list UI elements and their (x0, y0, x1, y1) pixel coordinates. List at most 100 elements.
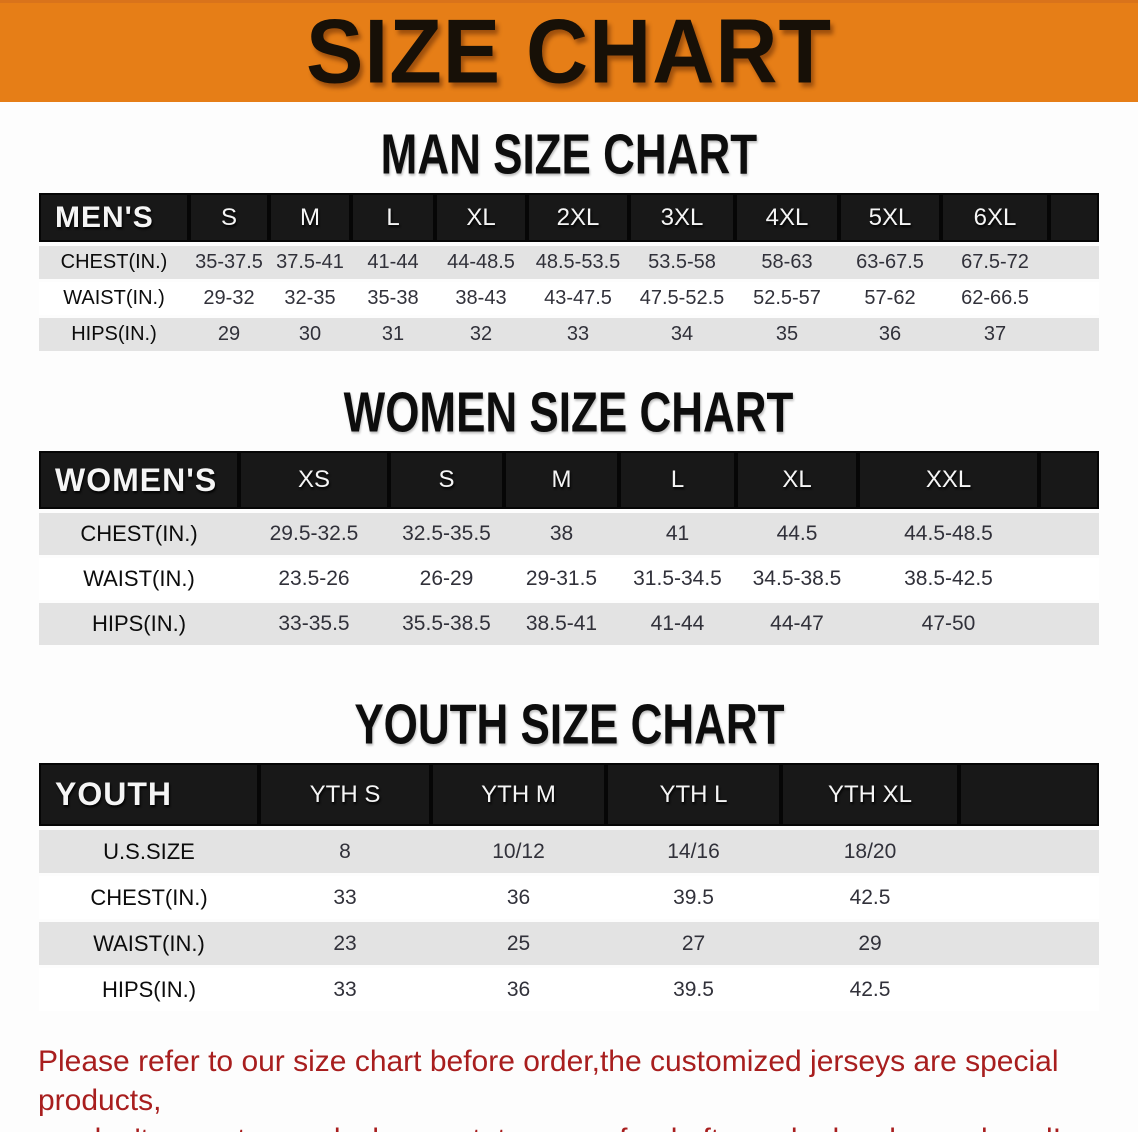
table-cell: 41 (619, 511, 736, 558)
table-cell (1039, 511, 1099, 558)
table-header-row: MEN'S S M L XL 2XL 3XL 4XL 5XL 6XL (39, 193, 1099, 246)
header-cell: 2XL (527, 193, 629, 246)
table-cell: 35-38 (351, 280, 435, 318)
table-cell: 26-29 (389, 556, 504, 603)
table-cell: 44-47 (736, 601, 858, 648)
header-cell: 3XL (629, 193, 735, 246)
table-cell: 48.5-53.5 (527, 244, 629, 282)
table-cell: 44-48.5 (435, 244, 527, 282)
table-cell: 44.5 (736, 511, 858, 558)
table-row: WAIST(IN.) 23 25 27 29 (39, 920, 1099, 968)
table-cell: 41-44 (619, 601, 736, 648)
table-cell: 37 (941, 316, 1049, 354)
header-cell: XL (736, 451, 858, 513)
table-cell: 44.5-48.5 (858, 511, 1039, 558)
size-chart-banner: SIZE CHART (0, 0, 1138, 103)
page-title: SIZE CHART (306, 1, 832, 103)
youth-section-heading: YOUTH SIZE CHART (353, 692, 785, 756)
table-cell: WAIST(IN.) (39, 280, 189, 318)
table-row: WAIST(IN.) 23.5-26 26-29 29-31.5 31.5-34.5 34… (39, 556, 1099, 603)
table-cell: 39.5 (606, 966, 781, 1014)
table-cell: 38 (504, 511, 619, 558)
table-cell: HIPS(IN.) (39, 316, 189, 354)
women-table-header: WOMEN'S XS S M L XL XXL (39, 451, 1099, 513)
men-table-body: CHEST(IN.) 35-37.5 37.5-41 41-44 44-48.5 48.5… (39, 244, 1099, 354)
table-cell: CHEST(IN.) (39, 244, 189, 282)
header-cell: M (504, 451, 619, 513)
table-cell: 31 (351, 316, 435, 354)
table-cell: 58-63 (735, 244, 839, 282)
table-cell: 27 (606, 920, 781, 968)
table-cell: 67.5-72 (941, 244, 1049, 282)
table-cell: 33 (527, 316, 629, 354)
women-table-body: CHEST(IN.) 29.5-32.5 32.5-35.5 38 41 44.5 44.5… (39, 511, 1099, 648)
table-cell: 33 (259, 874, 431, 922)
header-cell: YTH M (431, 763, 606, 830)
table-cell: 32 (435, 316, 527, 354)
table-cell: 42.5 (781, 874, 959, 922)
table-cell: 25 (431, 920, 606, 968)
table-cell: 34.5-38.5 (736, 556, 858, 603)
table-cell (959, 966, 1099, 1014)
header-cell: WOMEN'S (39, 451, 239, 513)
table-cell: 42.5 (781, 966, 959, 1014)
youth-table-header: YOUTH YTH S YTH M YTH L YTH XL (39, 763, 1099, 830)
table-cell: HIPS(IN.) (39, 966, 259, 1014)
table-cell: 33 (259, 966, 431, 1014)
disclaimer-line-1: Please refer to our size chart before or… (38, 1045, 1059, 1117)
table-cell: 38.5-42.5 (858, 556, 1039, 603)
table-cell: 63-67.5 (839, 244, 941, 282)
youth-section: YOUTH SIZE CHART (0, 694, 1138, 763)
table-cell: 33-35.5 (239, 601, 389, 648)
table-cell: 38-43 (435, 280, 527, 318)
table-cell (959, 828, 1099, 876)
men-section-heading: MAN SIZE CHART (380, 122, 758, 186)
table-cell: 34 (629, 316, 735, 354)
table-row: HIPS(IN.) 33 36 39.5 42.5 (39, 966, 1099, 1014)
table-row: U.S.SIZE 8 10/12 14/16 18/20 (39, 828, 1099, 876)
table-cell: 47.5-52.5 (629, 280, 735, 318)
table-cell: 29.5-32.5 (239, 511, 389, 558)
header-cell: 5XL (839, 193, 941, 246)
header-cell: YOUTH (39, 763, 259, 830)
table-cell (1039, 556, 1099, 603)
youth-size-table: YOUTH YTH S YTH M YTH L YTH XL U.S.SIZE 8 10/1… (39, 763, 1099, 1014)
table-row: HIPS(IN.) 29 30 31 32 33 34 35 36 37 (39, 316, 1099, 354)
header-cell: 4XL (735, 193, 839, 246)
table-cell (1049, 280, 1099, 318)
table-cell (1039, 601, 1099, 648)
table-header-row: WOMEN'S XS S M L XL XXL (39, 451, 1099, 513)
header-cell: S (389, 451, 504, 513)
header-cell: YTH L (606, 763, 781, 830)
table-cell: 30 (269, 316, 351, 354)
table-cell: 29 (189, 316, 269, 354)
table-cell: HIPS(IN.) (39, 601, 239, 648)
header-cell: M (269, 193, 351, 246)
table-cell: 31.5-34.5 (619, 556, 736, 603)
table-cell: WAIST(IN.) (39, 920, 259, 968)
table-cell: 53.5-58 (629, 244, 735, 282)
men-table-header: MEN'S S M L XL 2XL 3XL 4XL 5XL 6XL (39, 193, 1099, 246)
table-cell: 32-35 (269, 280, 351, 318)
table-cell: U.S.SIZE (39, 828, 259, 876)
table-cell: 14/16 (606, 828, 781, 876)
table-cell: 35.5-38.5 (389, 601, 504, 648)
table-cell: 35 (735, 316, 839, 354)
table-cell: 36 (839, 316, 941, 354)
table-cell (959, 920, 1099, 968)
youth-table-body: U.S.SIZE 8 10/12 14/16 18/20 CHEST(IN.) 33 36 39… (39, 828, 1099, 1014)
header-cell: 6XL (941, 193, 1049, 246)
header-cell: XL (435, 193, 527, 246)
table-cell: 38.5-41 (504, 601, 619, 648)
header-cell (959, 763, 1099, 830)
table-header-row: YOUTH YTH S YTH M YTH L YTH XL (39, 763, 1099, 830)
header-cell: YTH XL (781, 763, 959, 830)
table-cell: 39.5 (606, 874, 781, 922)
men-section: MAN SIZE CHART (0, 124, 1138, 193)
header-cell (1049, 193, 1099, 246)
header-cell: XXL (858, 451, 1039, 513)
table-cell: 23.5-26 (239, 556, 389, 603)
header-cell: L (351, 193, 435, 246)
header-cell: S (189, 193, 269, 246)
table-cell: 35-37.5 (189, 244, 269, 282)
